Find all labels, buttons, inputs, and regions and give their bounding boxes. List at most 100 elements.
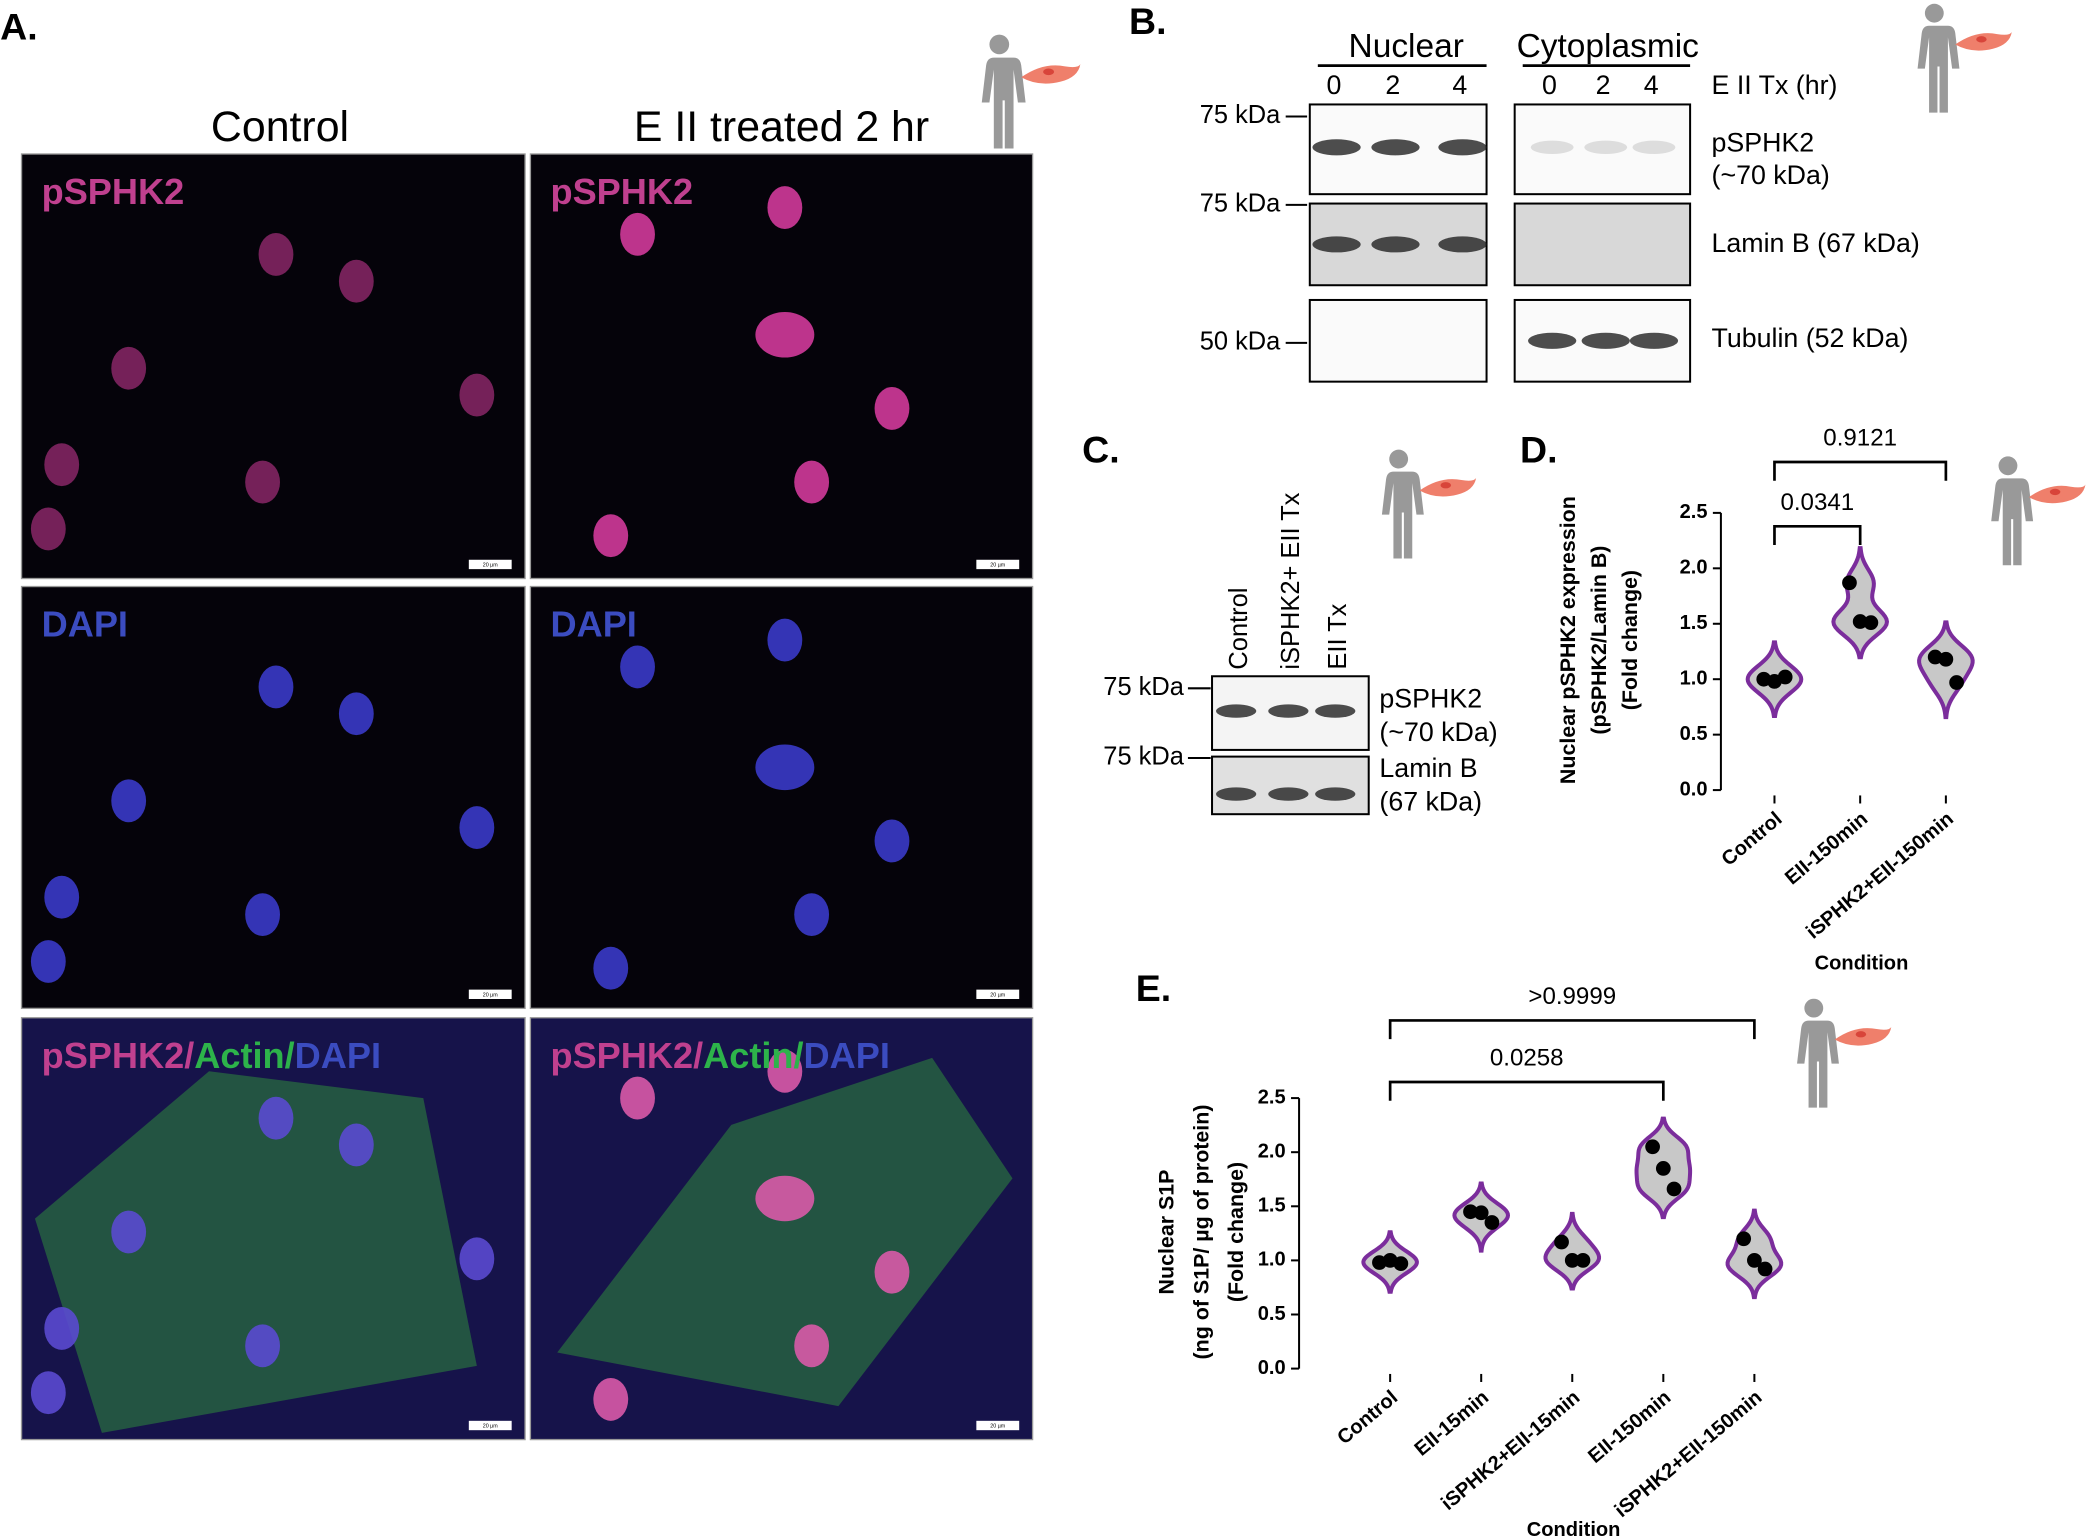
data-point xyxy=(1645,1139,1660,1155)
nucleus xyxy=(30,940,66,983)
column-header: E II treated 2 hr xyxy=(634,103,929,151)
channel-label: pSPHK2/Actin/DAPI xyxy=(551,1034,890,1075)
nucleus xyxy=(593,1377,629,1421)
nucleus xyxy=(767,618,803,662)
scale-bar-label: 20 µm xyxy=(483,563,499,569)
lane-label: 4 xyxy=(1452,70,1467,100)
data-point xyxy=(1484,1215,1500,1230)
nucleus xyxy=(755,1175,815,1222)
significance-bracket xyxy=(1388,1019,1756,1040)
nucleus xyxy=(459,373,495,417)
marker-label: 75 kDa xyxy=(1103,673,1184,701)
nucleus xyxy=(30,1371,66,1415)
blot-band xyxy=(1581,332,1630,349)
data-point xyxy=(1842,575,1857,591)
marker-label: 75 kDa xyxy=(1200,101,1281,129)
lane-label: EII Tx xyxy=(1324,603,1352,669)
significance-bracket xyxy=(1388,1080,1665,1101)
y-tick-label: 0.0 xyxy=(1258,1357,1286,1379)
lane-label: 2 xyxy=(1596,70,1611,100)
nucleus xyxy=(338,259,374,303)
column-header: Control xyxy=(211,103,349,151)
y-axis-label: Nuclear pSPHK2 expression xyxy=(1556,496,1580,784)
blot-band xyxy=(1584,140,1628,154)
channel-label-part: pSPHK2 xyxy=(42,171,185,212)
blot xyxy=(1513,103,1692,196)
nucleus xyxy=(338,1123,374,1167)
blot-band xyxy=(1216,704,1257,718)
scale-bar-label: 20 µm xyxy=(483,1424,499,1430)
p-value: 0.9121 xyxy=(1823,425,1897,452)
y-tick-label: 0.0 xyxy=(1680,778,1708,800)
nucleus xyxy=(44,443,80,487)
nucleus xyxy=(620,212,655,256)
nucleus xyxy=(30,507,66,551)
nucleus xyxy=(111,1210,147,1254)
channel-label-part: DAPI xyxy=(42,603,128,644)
blot-group: Nuclear xyxy=(1349,28,1464,65)
channel-label: pSPHK2 xyxy=(551,171,694,212)
actin-fibers xyxy=(557,1057,1013,1407)
nucleus xyxy=(258,665,294,709)
violin xyxy=(1543,1211,1602,1291)
scale-bar-label: 20 µm xyxy=(483,992,499,998)
p-value: 0.0258 xyxy=(1490,1045,1564,1072)
y-axis-label: (pSPHK2/Lamin B) xyxy=(1587,546,1611,735)
y-tick-label: 2.5 xyxy=(1258,1086,1286,1108)
blot-row-label: Tubulin (52 kDa) xyxy=(1712,323,1909,353)
lane-label: 4 xyxy=(1644,70,1659,100)
nucleus xyxy=(459,806,495,850)
blot xyxy=(1513,202,1692,287)
nucleus xyxy=(44,875,80,919)
data-point xyxy=(1863,615,1879,631)
channel-label: DAPI xyxy=(551,603,637,644)
y-tick-label: 2.5 xyxy=(1680,501,1708,523)
scale-bar xyxy=(468,1420,512,1431)
marker-label: 75 kDa xyxy=(1103,743,1184,771)
significance-bracket xyxy=(1773,524,1862,546)
blot-row-label: pSPHK2 xyxy=(1712,128,1815,158)
micrograph xyxy=(20,153,526,580)
lane-label: Control xyxy=(1225,588,1253,670)
nucleus xyxy=(111,346,147,390)
channel-label-part: DAPI xyxy=(295,1034,381,1075)
y-tick-label: 2.0 xyxy=(1258,1140,1286,1162)
y-tick-label: 1.0 xyxy=(1680,668,1708,690)
nucleus xyxy=(593,514,629,558)
scale-bar xyxy=(468,989,512,999)
blot-band xyxy=(1629,332,1679,349)
nucleus xyxy=(459,1237,495,1281)
blot-row-label: (~70 kDa) xyxy=(1712,160,1830,190)
data-point xyxy=(1575,1253,1591,1268)
blot xyxy=(1211,755,1370,816)
blot-row-label: Lamin B xyxy=(1379,753,1477,783)
nucleus xyxy=(620,645,655,689)
lane-label: 0 xyxy=(1542,70,1557,100)
blot-band xyxy=(1530,140,1574,154)
data-point xyxy=(1736,1231,1752,1247)
nucleus xyxy=(245,460,280,504)
p-value: >0.9999 xyxy=(1528,983,1616,1010)
blot-band xyxy=(1528,332,1577,349)
nucleus xyxy=(245,1324,280,1368)
blot-band xyxy=(1315,704,1356,718)
scale-bar xyxy=(468,559,512,570)
marker-label: 50 kDa xyxy=(1200,328,1281,356)
y-axis-label: (Fold change) xyxy=(1618,570,1642,710)
blot-band xyxy=(1438,236,1487,253)
channel-label: pSPHK2 xyxy=(42,171,185,212)
significance-bracket xyxy=(1773,460,1948,481)
panel-label: C. xyxy=(1082,429,1120,471)
violin xyxy=(1831,546,1890,660)
channel-label-part: Actin/ xyxy=(703,1034,803,1075)
blot-band xyxy=(1216,787,1257,801)
nucleus xyxy=(794,460,830,504)
data-point xyxy=(1666,1181,1682,1197)
scale-bar xyxy=(976,559,1020,570)
p-value: 0.0341 xyxy=(1780,489,1854,516)
y-tick-label: 1.0 xyxy=(1258,1249,1286,1271)
y-tick-label: 1.5 xyxy=(1258,1195,1286,1217)
y-tick-label: 0.5 xyxy=(1680,723,1708,745)
blot-band xyxy=(1371,139,1420,156)
